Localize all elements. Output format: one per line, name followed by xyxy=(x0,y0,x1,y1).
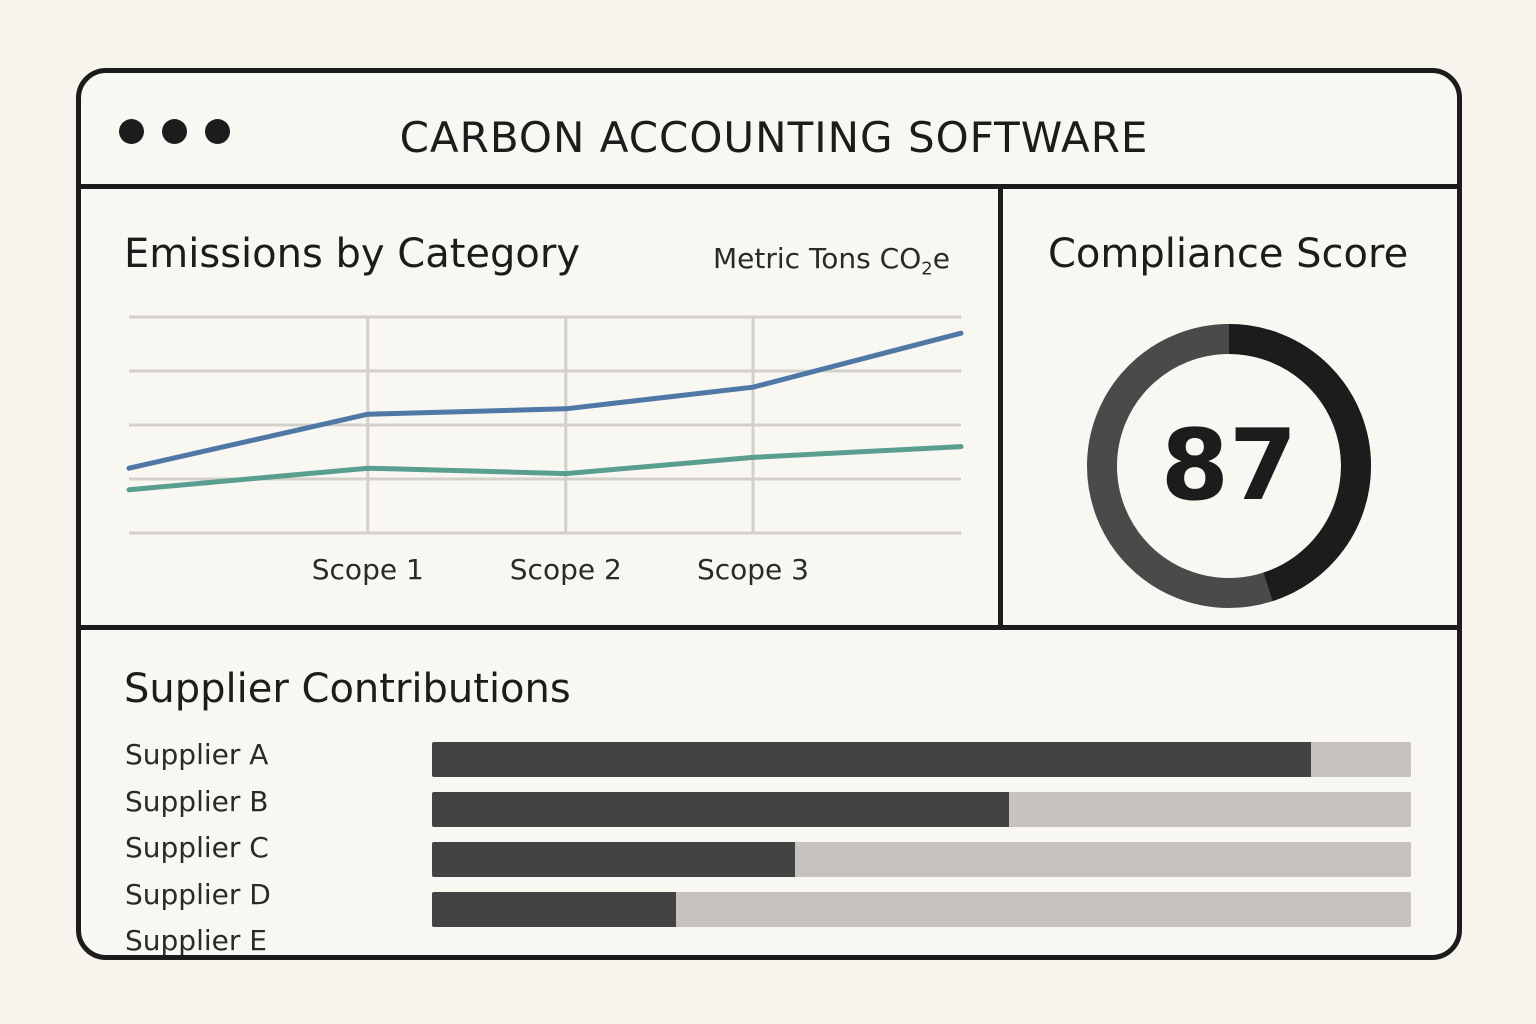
compliance-panel: Compliance Score 87 xyxy=(1003,189,1457,630)
suppliers-panel: Supplier Contributions Supplier A Supplie… xyxy=(81,630,1457,955)
app-window: CARBON ACCOUNTING SOFTWARE Emissions by … xyxy=(76,68,1462,960)
window-controls xyxy=(119,119,230,144)
compliance-score-value: 87 xyxy=(1160,409,1298,523)
app-title: CARBON ACCOUNTING SOFTWARE xyxy=(399,113,1149,162)
supplier-bar-fill xyxy=(432,792,1009,827)
window-dot-icon[interactable] xyxy=(162,119,187,144)
supplier-bar-track xyxy=(432,792,1411,827)
units-suffix: e xyxy=(932,242,950,275)
emissions-chart xyxy=(126,315,964,535)
x-axis-label: Scope 3 xyxy=(696,553,809,586)
x-axis-label: Scope 1 xyxy=(311,553,424,586)
compliance-gauge xyxy=(1087,324,1371,608)
compliance-title: Compliance Score xyxy=(1048,231,1409,277)
x-axis-label: Scope 2 xyxy=(509,553,622,586)
series-line-2 xyxy=(126,444,964,493)
suppliers-title: Supplier Contributions xyxy=(124,666,571,712)
series-line-1 xyxy=(126,330,964,471)
title-bar: CARBON ACCOUNTING SOFTWARE xyxy=(81,73,1457,189)
supplier-label: Supplier C xyxy=(125,831,269,864)
supplier-bar-fill xyxy=(432,842,796,877)
gauge-fill xyxy=(1087,324,1371,608)
supplier-bar-fill xyxy=(432,742,1312,777)
chart-grid xyxy=(129,315,961,535)
units-prefix: Metric Tons CO xyxy=(713,242,922,275)
window-dot-icon[interactable] xyxy=(119,119,144,144)
supplier-bar-fill xyxy=(432,892,676,927)
supplier-label: Supplier B xyxy=(125,784,269,818)
emissions-title: Emissions by Category xyxy=(124,231,581,277)
supplier-bar-track xyxy=(432,892,1411,927)
units-subscript: 2 xyxy=(921,258,933,280)
supplier-bar-track xyxy=(432,742,1411,777)
emissions-panel: Emissions by Category Metric Tons CO2e S… xyxy=(81,189,1003,630)
supplier-bar-track xyxy=(432,842,1411,877)
chart-units-label: Metric Tons CO2e xyxy=(713,242,950,280)
window-dot-icon[interactable] xyxy=(205,119,230,144)
chart-lines xyxy=(126,330,964,493)
supplier-label: Supplier D xyxy=(125,877,271,911)
supplier-label: Supplier E xyxy=(125,924,267,957)
supplier-label: Supplier A xyxy=(125,738,269,771)
